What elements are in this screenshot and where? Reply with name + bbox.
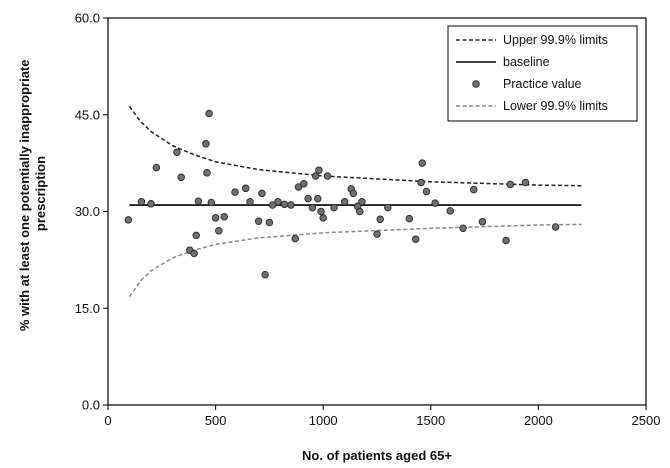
practice-point: [124, 216, 133, 224]
practice-point: [147, 200, 155, 208]
practice-point: [418, 159, 426, 167]
practice-point: [431, 199, 439, 207]
practice-point: [202, 140, 210, 148]
practice-point: [349, 189, 358, 198]
lower-limit-line: [128, 223, 582, 298]
practice-point: [268, 201, 277, 209]
x-axis: 0 500 1000 1500 2000 2500: [104, 405, 660, 428]
x-tick-label: 1000: [309, 413, 338, 428]
practice-point: [137, 198, 146, 206]
practice-point: [446, 207, 454, 215]
x-tick-label: 0: [104, 413, 111, 428]
y-axis-title-line-1: % with at least one potentially inapprop…: [17, 60, 32, 332]
practice-point: [215, 227, 223, 235]
practice-point: [502, 236, 510, 245]
y-tick-label: 0.0: [82, 398, 100, 413]
y-axis: 0.0 15.0 30.0 45.0 60.0: [75, 11, 108, 413]
practice-point: [291, 234, 299, 243]
practice-point: [459, 224, 467, 233]
practice-point: [203, 169, 211, 177]
practice-point: [177, 173, 185, 182]
practice-point: [231, 188, 239, 196]
practice-point: [506, 180, 515, 189]
practice-point: [376, 215, 384, 223]
legend-upper-label: Upper 99.9% limits: [503, 33, 608, 47]
practice-point: [373, 230, 381, 238]
practice-point: [323, 172, 332, 180]
y-axis-title-line-2: prescription: [33, 156, 48, 231]
practice-point: [173, 148, 181, 156]
practice-point: [152, 163, 161, 172]
practice-point: [384, 203, 392, 212]
x-tick-label: 1500: [416, 413, 445, 428]
practice-point: [551, 223, 560, 231]
practice-point: [190, 249, 198, 258]
x-tick-label: 2000: [524, 413, 553, 428]
x-axis-title: No. of patients aged 65+: [302, 448, 452, 463]
practice-point: [294, 183, 303, 191]
practice-point: [300, 180, 308, 188]
practice-point: [246, 198, 254, 206]
x-tick-label: 500: [205, 413, 227, 428]
practice-point: [274, 198, 282, 206]
legend-lower-label: Lower 99.9% limits: [503, 99, 608, 113]
practice-point: [192, 231, 200, 240]
y-tick-label: 60.0: [75, 11, 100, 26]
legend-practice-label: Practice value: [503, 77, 582, 91]
practice-point: [358, 198, 366, 206]
practice-point: [241, 184, 250, 193]
y-tick-label: 15.0: [75, 301, 100, 316]
practice-point: [280, 200, 289, 209]
y-tick-label: 45.0: [75, 107, 100, 122]
practice-point: [220, 212, 228, 221]
practice-point: [314, 194, 322, 203]
practice-point: [319, 214, 327, 222]
practice-point: [356, 207, 364, 216]
practice-point: [317, 207, 325, 216]
legend: Upper 99.9% limits baseline Practice val…: [447, 25, 638, 122]
practice-point: [405, 214, 414, 223]
practice-point: [330, 203, 338, 212]
practice-point: [311, 172, 320, 180]
practice-point: [304, 194, 312, 203]
practice-point: [478, 218, 487, 226]
legend-practice-marker: [472, 80, 480, 88]
practice-point: [340, 198, 349, 206]
practice-point: [211, 214, 220, 222]
practice-point: [422, 187, 431, 196]
practice-point: [315, 166, 323, 174]
practice-point: [194, 197, 203, 205]
practice-point: [470, 185, 478, 194]
practice-point: [258, 189, 266, 198]
legend-baseline-label: baseline: [503, 55, 550, 69]
practice-point: [417, 178, 425, 187]
practice-point: [205, 109, 213, 118]
practice-point: [207, 198, 216, 207]
y-tick-label: 30.0: [75, 204, 100, 219]
practice-points: [124, 109, 560, 279]
practice-point: [521, 178, 530, 187]
x-tick-label: 2500: [632, 413, 661, 428]
practice-point: [411, 235, 420, 243]
practice-point: [261, 270, 269, 279]
practice-point: [287, 201, 295, 209]
practice-point: [308, 203, 317, 212]
legend-box: [447, 25, 638, 122]
y-axis-title: % with at least one potentially inapprop…: [17, 56, 48, 331]
practice-point: [265, 218, 274, 227]
upper-limit-line: [128, 105, 582, 187]
practice-point: [254, 217, 263, 225]
